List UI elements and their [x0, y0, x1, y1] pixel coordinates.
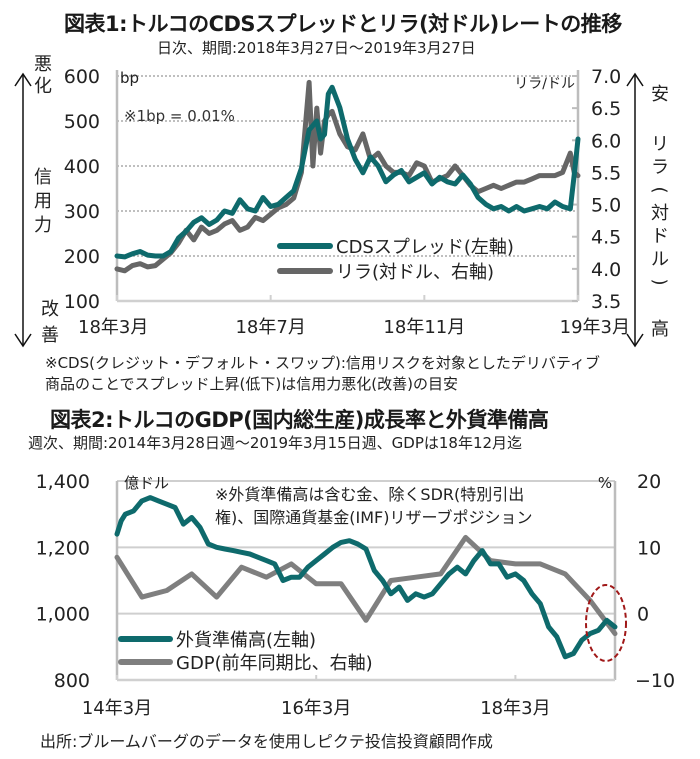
right-unit-label: リラ/ドル	[514, 76, 575, 92]
right-arrow-up-icon	[626, 72, 644, 87]
left-unit-label: 億ドル	[124, 474, 169, 492]
x-tick-label: 19年3月	[560, 317, 630, 338]
left-axis-label-mid: 用	[34, 191, 52, 212]
right-tick-label: 6.0	[591, 130, 621, 152]
right-axis-label-top: 安	[651, 84, 669, 105]
chart1-footnote-2: 商品のことでスプレッド上昇(低下)は信用力悪化(改善)の目安	[45, 375, 458, 393]
right-tick-label: 7.0	[591, 66, 621, 88]
left-axis-label-mid: 力	[34, 215, 52, 236]
left-tick-label: 300	[64, 201, 100, 223]
chart1-title: 図表1:トルコのCDSスプレッドとリラ(対ドル)レートの推移	[64, 12, 622, 36]
right-axis-label-mid: ラ	[651, 157, 669, 178]
x-tick-label: 18年7月	[235, 317, 305, 338]
left-tick-label: 1,200	[36, 537, 90, 559]
left-arrow-up-icon	[14, 72, 32, 87]
fx-reserves-line	[114, 495, 618, 660]
left-axis-label-bottom: 善	[41, 325, 59, 346]
right-tick-label: −10	[635, 670, 675, 692]
chart2-subtitle: 週次、期間:2014年3月28日週〜2019年3月15日週、GDPは18年12月…	[28, 434, 523, 452]
x-tick-label: 14年3月	[82, 698, 152, 719]
left-arrow-down-icon	[14, 333, 32, 348]
left-tick-label: 100	[64, 291, 100, 313]
annotation-text: ※1bp = 0.01%	[124, 107, 235, 125]
cds-spread-line	[114, 84, 581, 260]
right-tick-label: 5.5	[591, 162, 621, 184]
right-tick-label: 6.5	[591, 98, 621, 120]
right-axis-label-bottom: 高	[651, 319, 669, 340]
right-unit-label: %	[598, 474, 612, 492]
x-tick-label: 16年3月	[281, 698, 351, 719]
legend-label: CDSスプレッド(左軸)	[336, 237, 514, 258]
right-tick-label: 10	[637, 537, 661, 559]
right-tick-label: 20	[637, 471, 661, 493]
left-axis-label-mid: 信	[34, 167, 52, 188]
right-axis-label-mid: 対	[651, 203, 669, 224]
legend-label: GDP(前年同期比、右軸)	[176, 653, 373, 674]
chart1-footnote-1: ※CDS(クレジット・デフォルト・スワップ):信用リスクを対象としたデリバティブ	[45, 354, 600, 372]
left-tick-label: 1,400	[36, 471, 90, 493]
right-axis-label-mid: リ	[651, 134, 669, 155]
right-tick-label: 5.0	[591, 195, 621, 217]
highlight-ellipse	[585, 584, 627, 662]
left-axis-label-top: 化	[34, 76, 52, 97]
lira-rate-line	[114, 79, 581, 274]
x-tick-label: 18年3月	[480, 698, 550, 719]
left-axis-label-bottom: 改	[41, 299, 59, 320]
annotation-text: ※外貨準備高は含む金、除くSDR(特別引出	[215, 485, 524, 504]
source-note: 出所:ブルームバーグのデータを使用しピクテ投信投資顧問作成	[40, 732, 493, 751]
legend-label: リラ(対ドル、右軸)	[336, 262, 494, 283]
right-tick-label: 4.5	[591, 227, 621, 249]
right-axis-label-mid: ル	[651, 249, 669, 270]
right-tick-label: 0	[637, 604, 649, 626]
left-tick-label: 400	[64, 156, 100, 178]
left-tick-label: 600	[64, 66, 100, 88]
left-tick-label: 1,000	[36, 604, 90, 626]
gdp-growth-line	[114, 534, 618, 637]
x-tick-label: 18年3月	[78, 317, 148, 338]
left-tick-label: 800	[54, 670, 90, 692]
left-tick-label: 200	[64, 246, 100, 268]
right-axis-label-mid: ド	[651, 226, 669, 247]
chart2-title: 図表2:トルコのGDP(国内総生産)成長率と外貨準備高	[50, 408, 549, 432]
right-tick-label: 3.5	[591, 291, 621, 313]
annotation-text: 権)、国際通貨基金(IMF)リザーブポジション	[215, 508, 533, 527]
right-axis-label-mid: (	[649, 186, 670, 193]
chart1-subtitle: 日次、期間:2018年3月27日〜2019年3月27日	[157, 39, 476, 57]
chart1-svg: 600 500 400 300 200 100 7.0 6.5 6.0 5.5 5.0 4.5 4.0 3…	[14, 54, 670, 348]
x-tick-label: 18年11月	[383, 317, 465, 338]
left-axis-label-top: 悪	[34, 54, 52, 75]
legend-label: 外貨準備高(左軸)	[176, 630, 316, 651]
right-tick-label: 4.0	[591, 259, 621, 281]
right-axis-label-mid: )	[649, 278, 670, 285]
left-tick-label: 500	[64, 111, 100, 133]
left-unit-label: bp	[120, 69, 139, 87]
right-arrow-down-icon	[626, 333, 644, 348]
